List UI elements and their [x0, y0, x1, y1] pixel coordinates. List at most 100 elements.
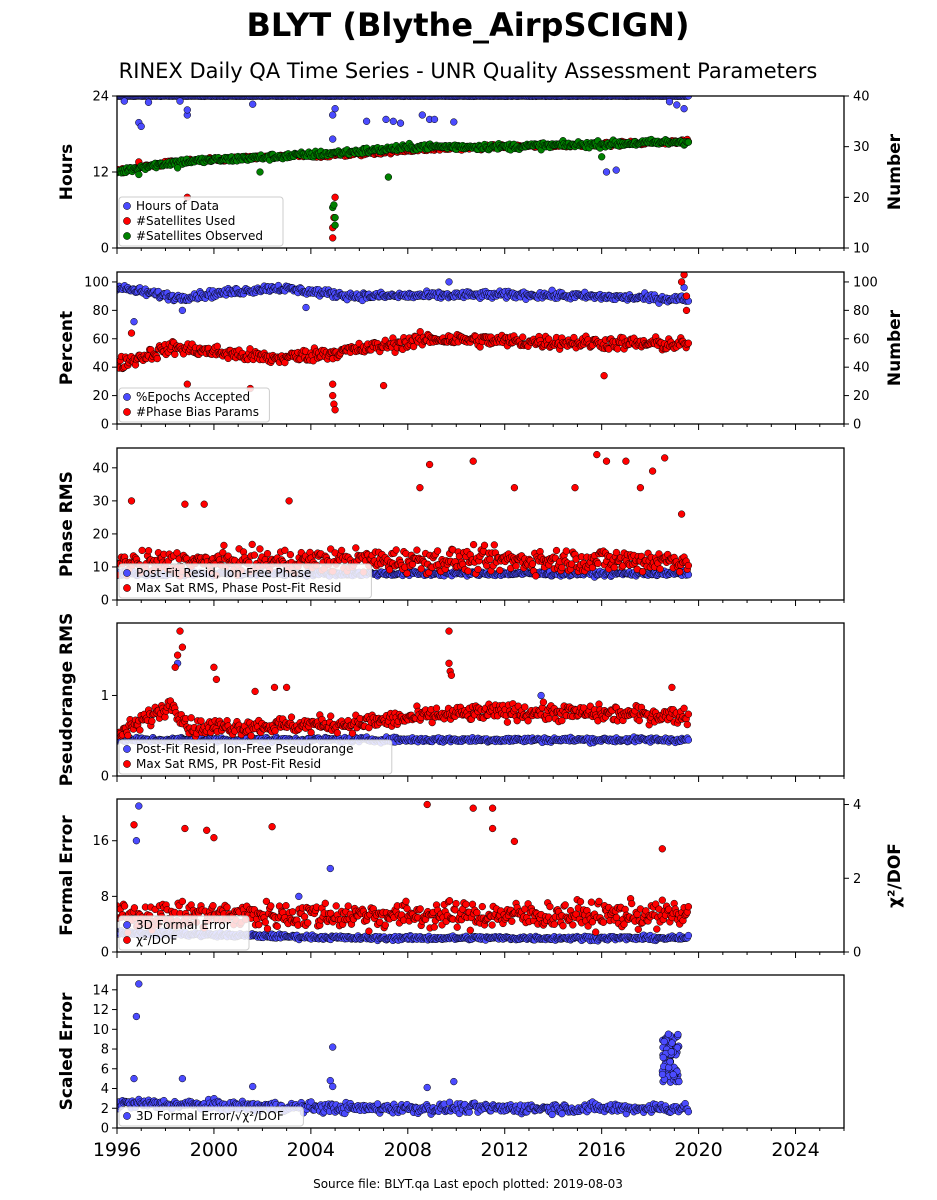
data-point: [416, 328, 424, 336]
y-tick-label: 40: [92, 361, 109, 376]
legend-label: Max Sat RMS, Phase Post-Fit Resid: [136, 581, 341, 595]
data-point-outlier: [389, 117, 397, 125]
data-point: [684, 339, 693, 347]
figure-title: BLYT (Blythe_AirpSCIGN): [246, 6, 689, 44]
data-point: [539, 698, 548, 706]
data-point-outlier: [430, 115, 439, 124]
data-point-outlier: [329, 111, 337, 119]
data-point: [469, 540, 478, 549]
data-point-outlier: [677, 510, 686, 518]
legend-marker: [123, 217, 131, 225]
data-point-outlier: [181, 500, 189, 508]
data-point: [333, 729, 341, 737]
y-tick-label: 60: [92, 332, 109, 347]
data-point-outlier: [418, 111, 426, 119]
data-point: [684, 96, 693, 100]
data-point: [220, 541, 228, 550]
legend-marker: [123, 408, 131, 416]
data-point-outlier: [598, 153, 606, 161]
data-point: [594, 559, 602, 568]
y-tick-label: 20: [92, 527, 109, 542]
data-point-outlier: [200, 500, 208, 508]
data-point: [464, 567, 472, 575]
data-point-outlier: [661, 454, 669, 462]
data-point-outlier: [171, 663, 179, 671]
data-point: [676, 568, 684, 576]
data-point-outlier: [600, 372, 608, 380]
data-point-outlier: [329, 234, 337, 242]
data-point: [474, 565, 482, 574]
data-point: [271, 727, 279, 735]
data-point-outlier: [137, 122, 145, 131]
y-tick-label: 30: [92, 494, 109, 509]
y-right-tick-label: 10: [853, 242, 870, 257]
data-point: [638, 568, 647, 576]
data-point: [684, 710, 693, 718]
y-right-tick-label: 60: [853, 332, 870, 347]
y-right-tick-label: 30: [853, 140, 870, 155]
data-point: [558, 716, 566, 725]
series-blue: [117, 278, 693, 326]
data-point-outlier: [469, 457, 477, 465]
data-point-outlier: [183, 380, 191, 388]
data-point: [247, 732, 255, 740]
y-right-tick-label: 100: [853, 275, 878, 290]
data-point: [148, 717, 156, 725]
data-point: [153, 354, 161, 363]
y-tick-label: 10: [92, 560, 109, 575]
data-point-outlier: [210, 663, 218, 671]
data-point-outlier: [127, 329, 136, 337]
y-axis-label: Hours: [57, 144, 77, 201]
data-point: [612, 548, 621, 557]
y-tick-label: 20: [92, 389, 109, 404]
y-axis-label: Percent: [57, 311, 77, 385]
data-point: [558, 563, 566, 572]
data-point: [403, 569, 411, 578]
data-point: [610, 563, 618, 572]
data-point-outlier: [329, 391, 337, 400]
data-point: [552, 546, 561, 555]
y-right-tick-label: 80: [853, 304, 870, 319]
data-point: [656, 565, 664, 573]
data-points: [117, 272, 693, 414]
data-point-outlier: [396, 119, 405, 127]
data-point-outlier: [256, 168, 264, 176]
data-point: [144, 547, 153, 555]
data-point-outlier: [571, 484, 579, 492]
data-point-outlier: [249, 100, 257, 108]
data-point: [635, 716, 643, 725]
y-axis-label-right: Number: [885, 133, 905, 210]
series-red: [117, 450, 693, 580]
y-axis-label: Phase RMS: [57, 471, 77, 577]
legend-label: Hours of Data: [136, 199, 219, 213]
data-point-outlier: [510, 484, 519, 492]
series-green: [117, 135, 693, 229]
data-point: [613, 345, 622, 353]
legend-label: #Satellites Observed: [136, 229, 263, 243]
data-point: [213, 342, 221, 350]
data-point-outlier: [450, 118, 458, 126]
data-point: [327, 712, 335, 720]
data-point: [161, 713, 169, 721]
data-point: [409, 342, 418, 351]
data-point: [413, 546, 421, 554]
data-point-outlier: [602, 457, 611, 465]
data-point-outlier: [120, 97, 128, 105]
data-point-outlier: [537, 691, 545, 700]
data-point: [521, 703, 529, 711]
data-point: [490, 541, 498, 549]
data-point: [352, 544, 360, 552]
data-point-outlier: [178, 306, 187, 315]
data-point: [281, 546, 289, 554]
data-point-outlier: [682, 292, 691, 300]
y-tick-label: 40: [92, 461, 109, 476]
data-point: [512, 562, 520, 570]
data-point-outlier: [329, 380, 337, 388]
data-point: [256, 545, 264, 553]
data-point-outlier: [673, 101, 681, 109]
data-point-outlier: [362, 117, 371, 125]
